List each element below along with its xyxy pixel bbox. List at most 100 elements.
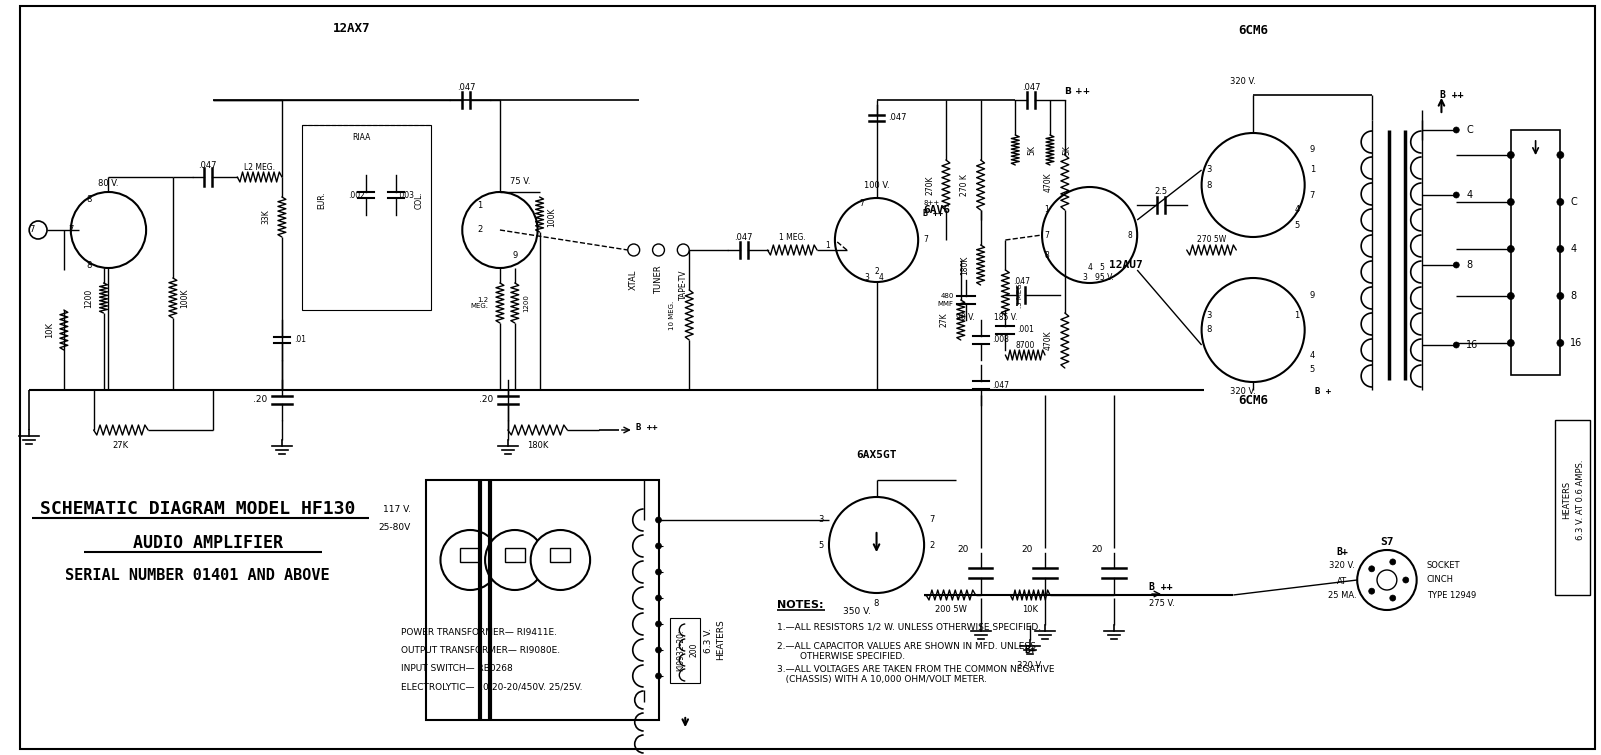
Text: HEATERS: HEATERS (716, 620, 725, 661)
Text: 1: 1 (477, 201, 484, 209)
Circle shape (1454, 127, 1459, 133)
Text: 6.3 V.: 6.3 V. (703, 627, 712, 652)
Text: .008: .008 (993, 335, 1009, 344)
Text: 8: 8 (86, 260, 91, 270)
Text: 185 V.: 185 V. (994, 313, 1017, 322)
Text: .047: .047 (735, 233, 752, 242)
Text: 320 V.: 320 V. (1230, 78, 1257, 87)
Text: L2 MEG.: L2 MEG. (243, 162, 275, 171)
Text: 25 MA.: 25 MA. (1327, 591, 1356, 600)
Text: AT: AT (1337, 578, 1348, 587)
Text: 2: 2 (477, 226, 484, 235)
Text: 3: 3 (1207, 165, 1212, 174)
Text: 95 V.: 95 V. (1095, 273, 1113, 282)
Circle shape (677, 244, 688, 256)
Text: 1200: 1200 (524, 294, 530, 312)
Circle shape (1556, 152, 1564, 159)
Text: 6CM6: 6CM6 (1238, 393, 1268, 406)
Text: 1.2
MEG.: 1.2 MEG. (471, 297, 488, 310)
Text: 1.—ALL RESISTORS 1/2 W. UNLESS OTHERWISE SPECIFIED.: 1.—ALL RESISTORS 1/2 W. UNLESS OTHERWISE… (778, 622, 1042, 631)
Text: .047: .047 (199, 161, 216, 170)
Circle shape (1508, 340, 1515, 347)
Text: B ++: B ++ (924, 208, 943, 217)
Text: .001: .001 (1017, 325, 1034, 334)
Text: 90 V.: 90 V. (956, 313, 975, 322)
Text: 7: 7 (929, 516, 935, 525)
Circle shape (530, 530, 591, 590)
Text: B ++: B ++ (1065, 88, 1090, 97)
Circle shape (1042, 187, 1137, 283)
Text: 8: 8 (1127, 230, 1132, 239)
Text: 1: 1 (825, 241, 829, 249)
Text: 8: 8 (1207, 180, 1212, 190)
Bar (1556, 420, 1590, 595)
Text: 12AU7: 12AU7 (1109, 260, 1143, 270)
Text: 33K: 33K (261, 210, 271, 224)
Text: 1: 1 (1295, 310, 1300, 319)
Text: 7: 7 (1310, 190, 1314, 199)
Text: 80 V.: 80 V. (98, 180, 118, 189)
Text: RIAA: RIAA (352, 134, 370, 143)
Circle shape (655, 543, 661, 549)
Text: 480
MMF: 480 MMF (938, 294, 954, 307)
Text: COL.: COL. (415, 191, 423, 209)
Text: 117 V.: 117 V. (383, 506, 411, 514)
Text: 1: 1 (1044, 205, 1049, 214)
Text: 16: 16 (1571, 338, 1582, 348)
Circle shape (1202, 278, 1305, 382)
Text: C: C (1571, 197, 1577, 207)
Circle shape (1454, 192, 1459, 198)
Text: AUDIO AMPLIFIER: AUDIO AMPLIFIER (133, 534, 282, 552)
Text: 8: 8 (1467, 260, 1473, 270)
Circle shape (463, 192, 538, 268)
Text: 100K: 100K (181, 288, 189, 308)
Text: ELECTROLYTIC— 20-20-20/450V. 25/25V.: ELECTROLYTIC— 20-20-20/450V. 25/25V. (400, 682, 583, 691)
Text: 9: 9 (1310, 146, 1314, 155)
Text: TAPE-TV: TAPE-TV (679, 270, 688, 300)
Circle shape (829, 497, 924, 593)
Bar (1511, 130, 1561, 375)
Text: KI0932-20:: KI0932-20: (676, 629, 685, 670)
Text: 10 MEG.: 10 MEG. (669, 300, 676, 330)
Text: B+: B+ (1337, 547, 1348, 557)
Circle shape (485, 530, 544, 590)
Circle shape (1377, 570, 1396, 590)
Text: B ++: B ++ (636, 423, 656, 432)
Text: 4: 4 (1310, 350, 1314, 359)
Text: 20: 20 (1092, 546, 1103, 554)
Text: 1 MEG.: 1 MEG. (780, 233, 805, 242)
Circle shape (1508, 245, 1515, 252)
Circle shape (1556, 340, 1564, 347)
Circle shape (1508, 292, 1515, 300)
Text: .047: .047 (889, 113, 906, 122)
Text: 3.—ALL VOLTAGES ARE TAKEN FROM THE COMMON NEGATIVE
   (CHASSIS) WITH A 10,000 OH: 3.—ALL VOLTAGES ARE TAKEN FROM THE COMMO… (778, 665, 1055, 684)
Text: SCHEMATIC DIAGRAM MODEL HF130: SCHEMATIC DIAGRAM MODEL HF130 (40, 500, 355, 518)
Text: 10K: 10K (1021, 605, 1037, 614)
Text: 5: 5 (1310, 365, 1314, 374)
Text: 1200: 1200 (85, 288, 93, 307)
Text: 6AX5GT: 6AX5GT (857, 450, 897, 460)
Text: .047: .047 (456, 82, 475, 91)
Text: INPUT SWITCH— RB0268: INPUT SWITCH— RB0268 (400, 664, 512, 673)
Text: 100 V.: 100 V. (863, 181, 889, 190)
Text: B +: B + (1314, 387, 1330, 396)
Text: .20: .20 (253, 396, 267, 405)
Circle shape (1390, 559, 1396, 565)
Text: 5K: 5K (1028, 145, 1036, 155)
Text: .003: .003 (397, 190, 415, 199)
Text: 5K: 5K (1061, 145, 1071, 155)
Text: 16: 16 (1467, 340, 1478, 350)
Circle shape (655, 621, 661, 627)
Circle shape (29, 221, 46, 239)
Text: 5: 5 (1295, 220, 1300, 230)
Text: 27K: 27K (940, 313, 949, 328)
Text: 7: 7 (69, 226, 74, 235)
Text: 3: 3 (865, 273, 869, 282)
Bar (671, 618, 700, 683)
Circle shape (1390, 595, 1396, 601)
Text: 4: 4 (1295, 205, 1300, 214)
Text: 3: 3 (1082, 273, 1087, 282)
Text: 470K: 470K (1044, 330, 1053, 350)
Text: 2: 2 (874, 267, 879, 276)
Circle shape (834, 198, 917, 282)
